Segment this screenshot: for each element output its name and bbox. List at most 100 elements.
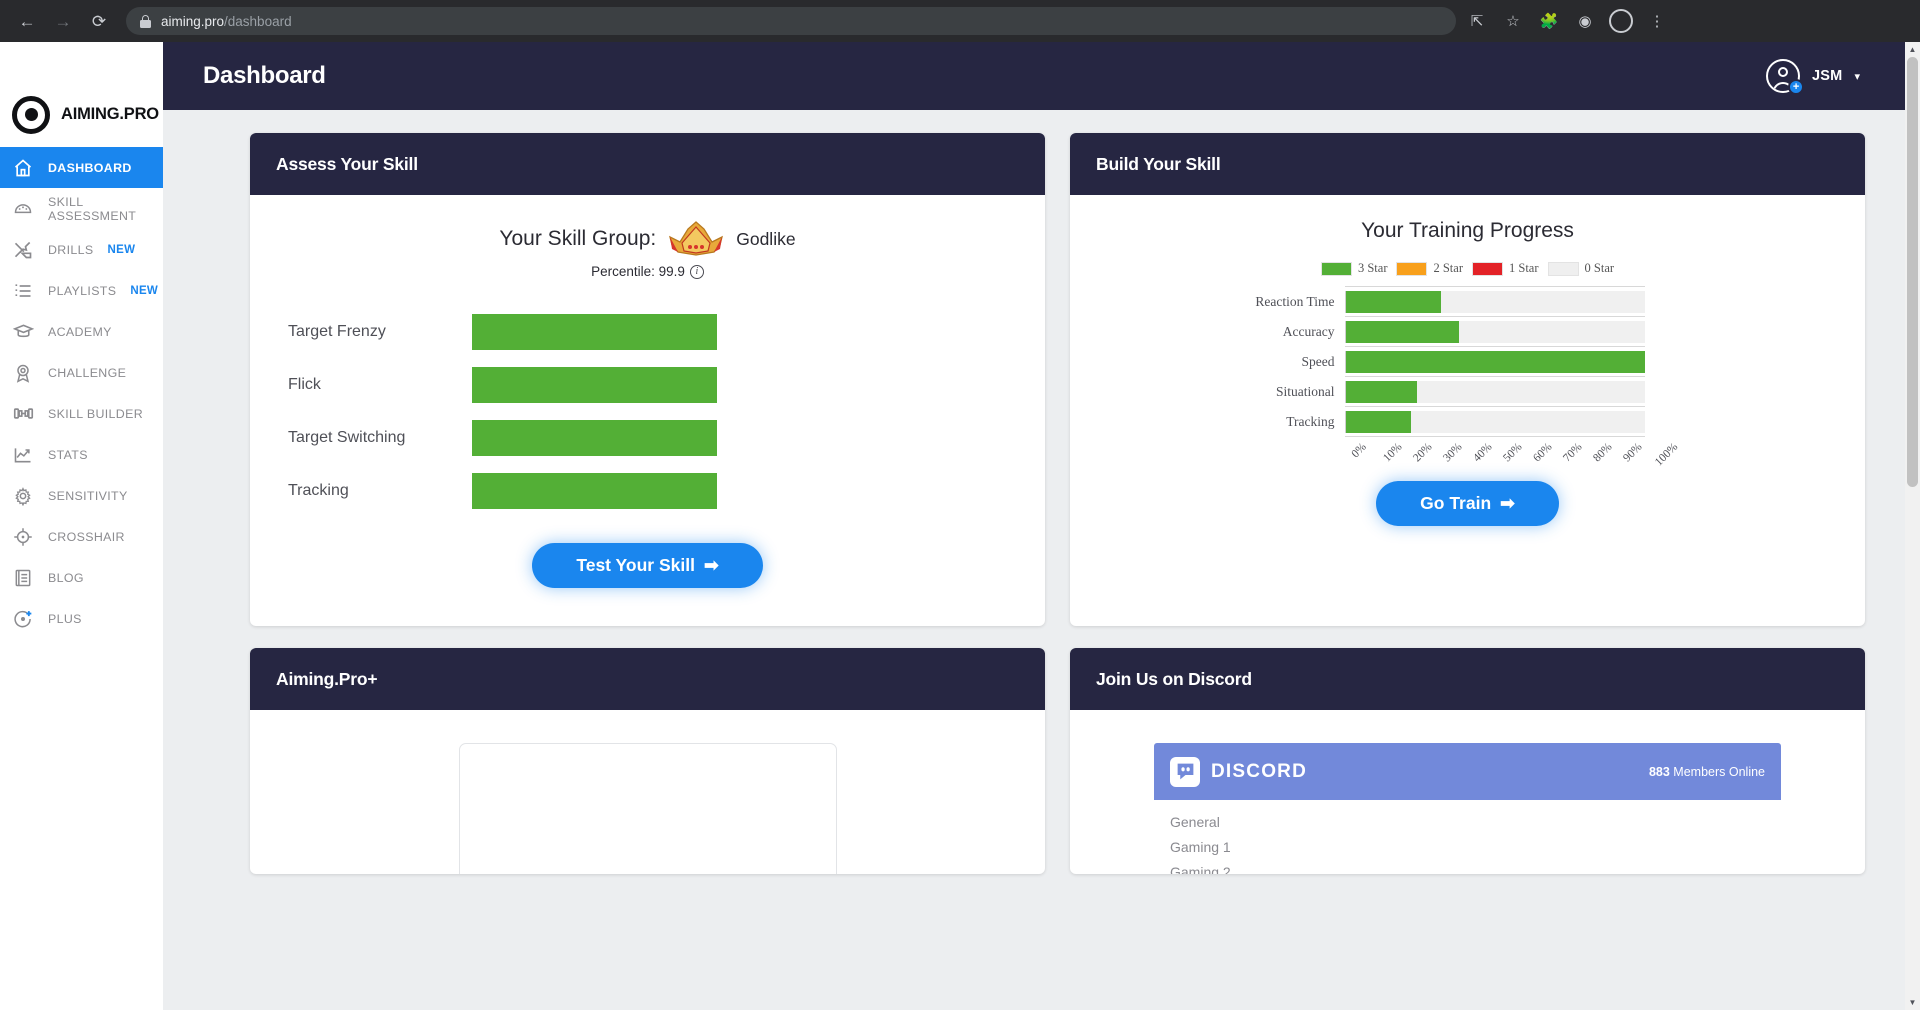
- arrow-right-icon: ➡: [703, 555, 719, 575]
- discord-channel-item[interactable]: General: [1170, 814, 1220, 830]
- dashboard-cards: Assess Your Skill Your Skill Group:: [163, 110, 1920, 874]
- app-logo-text: AIMING.PRO: [61, 105, 159, 123]
- skill-group-row: Your Skill Group: Godlike: [250, 195, 1045, 259]
- chart-bar-label: Reaction Time: [1255, 293, 1335, 309]
- chart-legend-label: 3 Star: [1357, 261, 1388, 275]
- back-arrow-icon[interactable]: ←: [18, 11, 36, 31]
- discord-channel-item[interactable]: Gaming 1: [1170, 839, 1231, 855]
- chevron-down-icon[interactable]: ▾: [1854, 70, 1860, 83]
- sidebar-item-label: CHALLENGE: [48, 365, 127, 380]
- card-body: DISCORD 883 Members Online General Gaming…: [1070, 710, 1865, 874]
- chart-x-tick: 40%: [1470, 441, 1495, 465]
- chart-x-tick: 100%: [1652, 441, 1680, 469]
- chart-bar-track: [1344, 380, 1645, 403]
- skill-bar-row: Tracking: [250, 464, 1045, 517]
- skill-bar-label: Flick: [288, 375, 321, 393]
- sidebar-item-blog[interactable]: BLOG: [0, 557, 163, 598]
- user-avatar-icon: +: [1766, 59, 1805, 95]
- chart-gridline: [1344, 286, 1645, 287]
- user-menu[interactable]: + JSM ▾: [1766, 42, 1860, 110]
- sidebar-item-label: DASHBOARD: [48, 160, 132, 175]
- app-logo[interactable]: AIMING.PRO: [0, 42, 163, 147]
- chart-legend-label: 2 Star: [1433, 261, 1463, 275]
- scrollbar-thumb[interactable]: [1907, 57, 1918, 487]
- extensions-icon[interactable]: 🧩: [1539, 13, 1559, 30]
- sidebar-nav: DASHBOARD SKILL ASSESSMENT DRILLS NEW PLAYLI…: [0, 147, 163, 639]
- reload-icon[interactable]: ⟳: [91, 11, 107, 31]
- info-icon[interactable]: i: [689, 264, 704, 279]
- chart-bar-track: [1344, 410, 1645, 433]
- dumbbell-icon: [12, 403, 34, 425]
- sidebar-item-drills[interactable]: DRILLS NEW: [0, 229, 163, 270]
- card-title: Aiming.Pro+: [276, 668, 378, 689]
- scroll-up-icon[interactable]: ▲: [1908, 45, 1917, 54]
- scroll-down-icon[interactable]: ▼: [1908, 998, 1917, 1007]
- sidebar-item-dashboard[interactable]: DASHBOARD: [0, 147, 163, 188]
- sidebar-item-skill-builder[interactable]: SKILL BUILDER: [0, 393, 163, 434]
- sidebar-item-stats[interactable]: STATS: [0, 434, 163, 475]
- chart-x-tick: 20%: [1410, 441, 1435, 465]
- sidebar-item-label: SKILL BUILDER: [48, 406, 143, 421]
- chart-bar-row: Reaction Time: [1253, 287, 1683, 316]
- chart-bars: Reaction Time Accuracy Speed Situational Tra…: [1253, 286, 1683, 437]
- sidebar-item-label: SKILL ASSESSMENT: [48, 194, 137, 223]
- card-title: Join Us on Discord: [1096, 668, 1252, 689]
- aiming-pro-logo-icon: [12, 95, 50, 134]
- plus-promo-box[interactable]: PLUS: [458, 743, 837, 874]
- address-bar[interactable]: aiming.pro/dashboard: [126, 7, 1456, 35]
- percentile-row: Percentile: 99.9 i: [250, 264, 1045, 279]
- url-host: aiming.pro: [161, 13, 225, 29]
- chart-bar-row: Situational: [1253, 377, 1683, 406]
- skill-bar-row: Target Frenzy: [250, 305, 1045, 358]
- sidebar-item-crosshair[interactable]: CROSSHAIR: [0, 516, 163, 557]
- skill-group-label: Your Skill Group:: [499, 227, 657, 250]
- sidebar-item-badge: NEW: [130, 284, 159, 297]
- sidebar-item-skill-assessment[interactable]: SKILL ASSESSMENT: [0, 188, 163, 229]
- sidebar-item-challenge[interactable]: CHALLENGE: [0, 352, 163, 393]
- forward-arrow-icon[interactable]: →: [54, 11, 72, 31]
- search-icon[interactable]: ◉: [1578, 13, 1592, 30]
- chart-bar-fill: [1345, 320, 1460, 343]
- page-title: Dashboard: [203, 62, 326, 89]
- skill-bar-label: Tracking: [288, 481, 349, 499]
- discord-channel-item[interactable]: Gaming 2: [1170, 864, 1231, 874]
- skill-group-value: Godlike: [736, 228, 796, 249]
- crosshair-icon: [12, 526, 34, 548]
- page-scrollbar[interactable]: ▲ ▼: [1905, 42, 1920, 1010]
- chart-gridline: [1344, 346, 1645, 347]
- share-icon[interactable]: ⇱: [1470, 13, 1484, 30]
- sidebar-item-playlists[interactable]: PLAYLISTS NEW: [0, 270, 163, 311]
- build-your-skill-card: Build Your Skill Your Training Progress …: [1070, 133, 1865, 626]
- tools-icon: [12, 239, 34, 261]
- chart-bar-label: Speed: [1301, 353, 1335, 369]
- skill-bar-track: [472, 472, 717, 509]
- star-icon[interactable]: ☆: [1506, 13, 1520, 30]
- discord-widget: DISCORD 883 Members Online General Gaming…: [1070, 710, 1865, 874]
- card-body: PLUS: [250, 743, 1045, 874]
- go-train-button[interactable]: Go Train ➡: [1376, 481, 1559, 526]
- chart-x-tick: 50%: [1500, 441, 1525, 465]
- sidebar-item-label: SENSITIVITY: [48, 488, 128, 503]
- chart-x-axis: 0% 10% 20% 30% 40% 50% 60% 70% 80% 90% 100%: [1345, 437, 1680, 477]
- percentile-label: Percentile: 99.9: [591, 264, 685, 279]
- sidebar-item-sensitivity[interactable]: SENSITIVITY: [0, 475, 163, 516]
- profile-icon[interactable]: [1606, 6, 1636, 36]
- crown-icon: [669, 221, 724, 256]
- chart-bar-track: [1344, 290, 1645, 313]
- award-icon: [12, 362, 34, 384]
- card-header: Assess Your Skill: [250, 133, 1045, 195]
- assess-cta-wrap: Test Your Skill ➡: [250, 517, 1045, 626]
- chart-legend-item: 1 Star: [1472, 261, 1539, 276]
- chart-bar-label: Accuracy: [1282, 323, 1335, 339]
- chart-bar-track: [1344, 320, 1645, 343]
- discord-widget-header: DISCORD 883 Members Online: [1154, 743, 1781, 800]
- chart-bar-fill: [1345, 290, 1442, 313]
- sidebar-item-plus[interactable]: PLUS: [0, 598, 163, 639]
- sidebar-item-academy[interactable]: ACADEMY: [0, 311, 163, 352]
- chart-bar-fill: [1345, 410, 1412, 433]
- test-your-skill-button[interactable]: Test Your Skill ➡: [532, 543, 763, 588]
- sidebar-item-label: STATS: [48, 447, 88, 462]
- card-body: Your Training Progress 3 Star 2 Star 1 Sta…: [1070, 195, 1865, 564]
- kebab-menu-icon[interactable]: ⋮: [1649, 13, 1665, 30]
- chart-gridline: [1344, 316, 1645, 317]
